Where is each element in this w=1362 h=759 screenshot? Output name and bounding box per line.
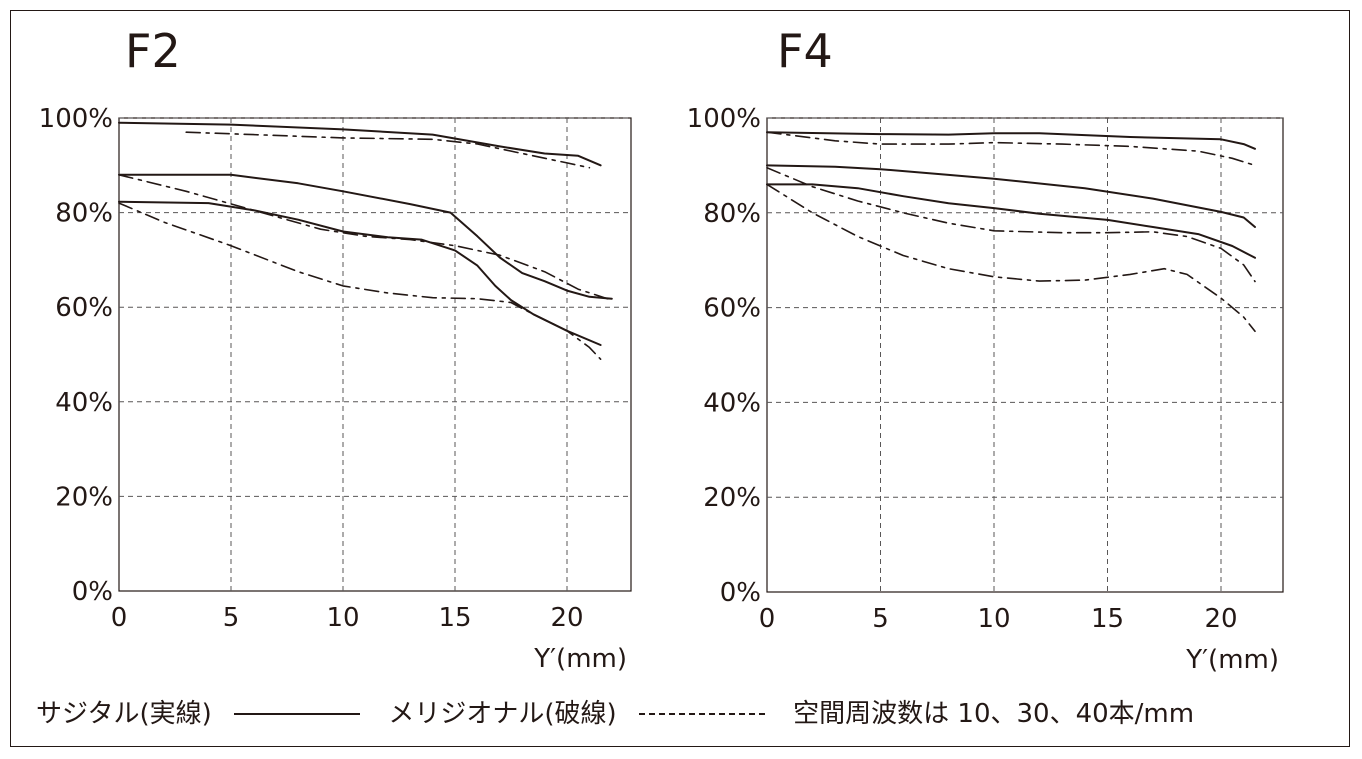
y-tick-label: 40%	[703, 388, 761, 418]
x-tick-label: 10	[977, 604, 1010, 634]
chart-title-f4: F4	[777, 24, 833, 78]
legend-solid-line-swatch	[234, 712, 361, 715]
x-tick-label: 5	[872, 604, 889, 634]
sagittal-mtf-line-2	[118, 173, 613, 300]
meridional-mtf-line-1	[766, 131, 1256, 167]
x-tick-label: 20	[1204, 604, 1237, 634]
legend-dashed-line-swatch	[638, 712, 765, 715]
plot-area-border	[118, 117, 632, 592]
sagittal-mtf-line-4	[766, 183, 1256, 259]
meridional-mtf-line-5	[766, 183, 1256, 333]
meridional-mtf-line-5	[118, 202, 602, 360]
y-tick-label: 20%	[703, 483, 761, 513]
x-tick-label: 0	[111, 603, 128, 633]
meridional-mtf-line-1	[185, 131, 591, 169]
mtf-charts: 0% 20% 40% 60% 80% 100% 0 5 10 15 20 Y′(mm) 0% 20% 40…	[39, 104, 1284, 675]
y-tick-label: 60%	[703, 294, 761, 324]
x-tick-label: 5	[223, 603, 240, 633]
meridional-mtf-line-3	[766, 167, 1256, 283]
y-tick-label: 0%	[720, 578, 761, 608]
y-tick-label: 40%	[55, 388, 113, 418]
y-tick-label: 80%	[55, 199, 113, 229]
sagittal-mtf-line-0	[766, 131, 1256, 150]
meridional-mtf-line-3	[118, 174, 613, 301]
x-axis-label: Y′(mm)	[533, 644, 627, 674]
x-tick-label: 20	[550, 603, 583, 633]
y-tick-label: 20%	[55, 482, 113, 512]
legend: サジタル(実線) メリジオナル(破線) 空間周波数は 10、30、40本/mm	[36, 700, 1194, 727]
legend-frequency-note: 空間周波数は 10、30、40本/mm	[793, 698, 1195, 729]
x-tick-label: 15	[1091, 604, 1124, 634]
figure-frame	[10, 10, 1350, 747]
sagittal-mtf-line-4	[118, 200, 602, 346]
chart-panel-f2: 0% 20% 40% 60% 80% 100% 0 5 10 15 20 Y′(mm)	[39, 104, 632, 674]
x-axis-label: Y′(mm)	[1185, 645, 1279, 675]
y-tick-label: 100%	[39, 104, 113, 134]
chart-title-f2: F2	[125, 24, 181, 78]
x-tick-label: 15	[438, 603, 471, 633]
y-tick-label: 100%	[687, 104, 761, 134]
x-tick-label: 10	[326, 603, 359, 633]
y-tick-label: 0%	[72, 577, 113, 607]
y-tick-label: 80%	[703, 199, 761, 229]
sagittal-mtf-line-2	[766, 164, 1256, 228]
plot-area-border	[766, 117, 1284, 593]
y-tick-label: 60%	[55, 293, 113, 323]
legend-meridional-label: メリジオナル(破線)	[388, 698, 617, 729]
chart-panel-f4: 0% 20% 40% 60% 80% 100% 0 5 10 15 20 Y′(mm)	[687, 104, 1284, 675]
x-tick-label: 0	[759, 604, 776, 634]
legend-sagittal-label: サジタル(実線)	[36, 698, 212, 729]
sagittal-mtf-line-0	[118, 121, 602, 167]
